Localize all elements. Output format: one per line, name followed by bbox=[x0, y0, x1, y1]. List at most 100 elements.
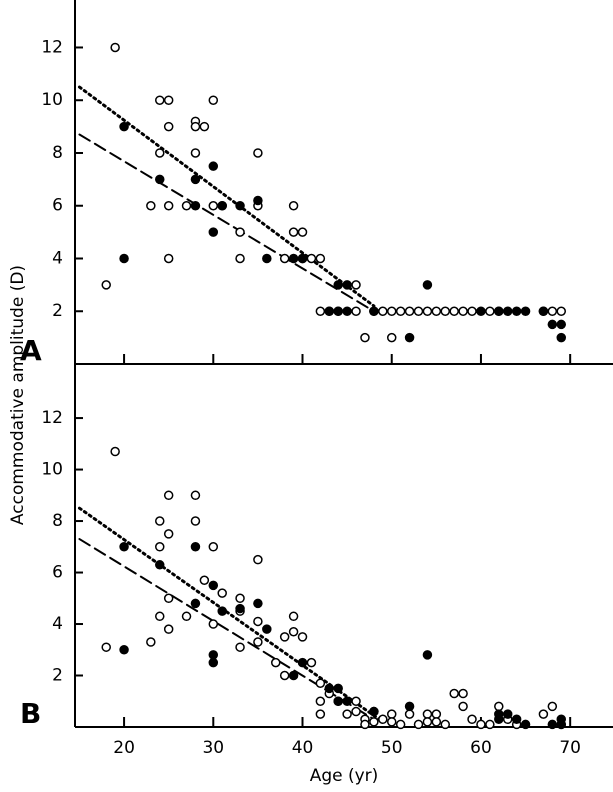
data-point bbox=[208, 650, 219, 660]
data-point bbox=[288, 253, 299, 264]
data-point bbox=[163, 253, 174, 264]
data-point bbox=[378, 306, 388, 316]
data-point bbox=[208, 619, 219, 629]
data-point bbox=[119, 121, 129, 132]
data-point bbox=[315, 696, 326, 707]
fit-line bbox=[78, 133, 375, 313]
x-tick-label: 20 bbox=[113, 738, 135, 758]
data-point bbox=[333, 280, 343, 290]
data-point bbox=[190, 490, 201, 501]
data-point bbox=[413, 719, 424, 730]
data-point bbox=[476, 306, 486, 316]
data-point bbox=[458, 688, 468, 699]
data-point bbox=[467, 714, 477, 725]
data-point bbox=[155, 560, 165, 570]
data-point bbox=[288, 626, 299, 637]
data-point bbox=[440, 719, 451, 730]
data-point bbox=[494, 306, 504, 316]
x-tick-label: 50 bbox=[381, 738, 403, 758]
data-point bbox=[270, 657, 281, 668]
data-point bbox=[315, 709, 326, 719]
data-point bbox=[190, 148, 201, 158]
data-point bbox=[342, 696, 352, 707]
data-point bbox=[431, 717, 442, 727]
data-point bbox=[163, 95, 174, 105]
data-point bbox=[235, 200, 245, 211]
data-point bbox=[208, 580, 219, 591]
data-point bbox=[101, 642, 111, 652]
data-point bbox=[467, 306, 477, 316]
data-point bbox=[333, 696, 343, 707]
data-point bbox=[279, 670, 290, 681]
data-point bbox=[449, 688, 459, 699]
y-tick-label: 6 bbox=[52, 196, 63, 216]
data-point bbox=[306, 253, 317, 264]
data-point bbox=[458, 701, 468, 712]
data-point bbox=[547, 319, 558, 330]
data-point bbox=[324, 306, 335, 316]
data-point bbox=[547, 719, 558, 730]
data-point bbox=[485, 719, 495, 730]
data-point bbox=[556, 719, 567, 730]
data-point bbox=[208, 227, 219, 237]
data-point bbox=[297, 227, 308, 237]
data-point bbox=[297, 253, 308, 264]
data-point bbox=[262, 624, 272, 634]
y-tick-label: 10 bbox=[41, 460, 63, 480]
data-point bbox=[253, 554, 263, 565]
panel-label: A bbox=[20, 334, 42, 367]
data-point bbox=[279, 632, 290, 642]
data-point bbox=[556, 306, 567, 316]
y-tick-label: 12 bbox=[41, 37, 63, 57]
data-point bbox=[146, 200, 156, 211]
data-point bbox=[288, 611, 299, 622]
data-point bbox=[208, 200, 219, 211]
data-point bbox=[163, 121, 174, 132]
x-tick-label: 40 bbox=[292, 738, 314, 758]
data-point bbox=[422, 717, 433, 727]
data-point bbox=[333, 306, 343, 316]
data-point bbox=[146, 637, 156, 647]
data-point bbox=[422, 709, 433, 719]
data-point bbox=[190, 516, 201, 526]
data-point bbox=[262, 253, 272, 264]
data-point bbox=[360, 332, 370, 343]
data-point bbox=[217, 200, 227, 211]
data-point bbox=[342, 709, 352, 719]
data-point bbox=[386, 709, 397, 719]
data-point bbox=[449, 306, 459, 316]
data-point bbox=[297, 657, 308, 668]
data-point bbox=[440, 306, 451, 316]
data-point bbox=[520, 306, 531, 316]
data-point bbox=[511, 714, 522, 725]
data-point bbox=[288, 670, 299, 681]
data-point bbox=[404, 701, 415, 712]
x-tick-label: 30 bbox=[202, 738, 224, 758]
y-tick-label: 8 bbox=[52, 511, 63, 531]
data-point bbox=[110, 446, 120, 457]
data-point bbox=[422, 650, 433, 660]
y-tick-label: 2 bbox=[52, 666, 63, 686]
panel-label: B bbox=[20, 697, 41, 730]
data-point bbox=[422, 306, 433, 316]
data-point bbox=[190, 174, 201, 185]
data-point bbox=[431, 709, 442, 719]
data-point bbox=[422, 280, 433, 290]
data-point bbox=[404, 332, 415, 343]
data-point bbox=[190, 200, 201, 211]
data-point bbox=[190, 121, 201, 132]
fit-line bbox=[77, 85, 376, 308]
data-point bbox=[315, 253, 326, 264]
y-tick-label: 4 bbox=[52, 248, 63, 268]
data-point bbox=[404, 306, 415, 316]
y-tick-label: 8 bbox=[52, 143, 63, 163]
data-point bbox=[190, 542, 201, 552]
data-point bbox=[155, 542, 165, 552]
data-point bbox=[208, 95, 219, 105]
data-point bbox=[181, 611, 192, 622]
y-tick-label: 6 bbox=[52, 563, 63, 583]
data-point bbox=[155, 174, 165, 185]
data-point bbox=[235, 253, 245, 264]
y-tick-label: 2 bbox=[52, 301, 63, 321]
data-point bbox=[494, 714, 504, 725]
